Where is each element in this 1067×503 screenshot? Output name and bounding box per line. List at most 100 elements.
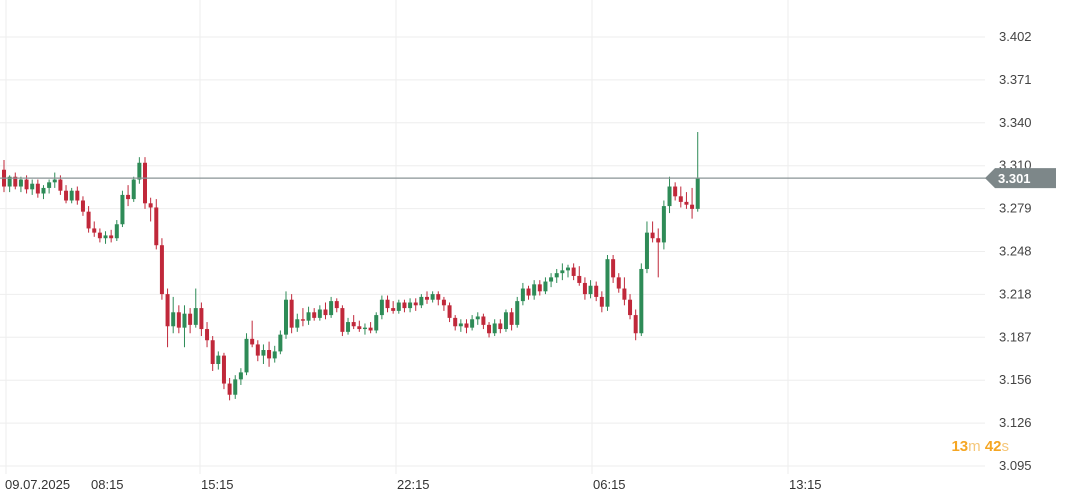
candle	[396, 299, 401, 314]
candle	[30, 179, 35, 195]
countdown-seconds: 42	[984, 438, 1002, 455]
candle	[103, 231, 108, 244]
candle-body	[238, 372, 243, 380]
candle-body	[312, 312, 317, 318]
candle-body	[611, 259, 616, 278]
candle-body	[419, 296, 424, 306]
y-tick-label: 3.340	[999, 115, 1032, 130]
candle	[402, 299, 407, 313]
candle	[227, 377, 232, 401]
candle	[137, 157, 142, 184]
candle-series	[2, 132, 700, 401]
candle	[374, 312, 379, 334]
candle-body	[532, 284, 537, 296]
candle-body	[176, 312, 181, 328]
candle	[75, 186, 80, 205]
candle-body	[193, 308, 198, 325]
candle-body	[250, 338, 255, 345]
candle	[695, 132, 700, 212]
candle-body	[255, 344, 260, 356]
candle-body	[154, 207, 159, 246]
candle-body	[425, 296, 429, 300]
x-tick-label: 06:15	[593, 477, 626, 492]
candle-body	[633, 315, 638, 334]
candle	[492, 319, 497, 337]
candle-body	[594, 285, 599, 297]
candle	[2, 159, 6, 193]
candle-body	[97, 232, 102, 239]
candle	[408, 298, 413, 313]
candle	[165, 288, 170, 348]
candle	[244, 333, 249, 376]
candle-body	[385, 299, 390, 309]
candle	[148, 197, 153, 222]
candle	[588, 280, 593, 299]
candle-body	[678, 196, 683, 202]
candle	[289, 294, 294, 334]
candle	[526, 285, 531, 300]
candle-body	[560, 270, 565, 274]
candle-body	[329, 301, 334, 316]
candle-body	[216, 355, 221, 364]
candle-body	[289, 299, 294, 328]
candle-body	[362, 327, 367, 330]
current-price-marker: 3.301	[0, 168, 1056, 189]
candle-body	[537, 284, 542, 292]
candle-body	[323, 309, 328, 316]
candle	[272, 345, 277, 363]
candle-body	[306, 312, 311, 321]
y-tick-label: 3.126	[999, 415, 1032, 430]
candle-body	[221, 355, 226, 384]
candle-body	[41, 187, 46, 194]
candle	[216, 351, 221, 370]
x-tick-label: 15:15	[201, 477, 234, 492]
y-tick-label: 3.371	[999, 72, 1032, 87]
candle	[334, 298, 339, 313]
candle-body	[278, 334, 283, 352]
candle-body	[690, 204, 695, 209]
candle	[340, 305, 345, 337]
candle-body	[86, 211, 91, 229]
candle-body	[695, 178, 700, 209]
candle	[114, 220, 119, 242]
candle	[171, 296, 176, 334]
candle-body	[549, 277, 554, 282]
candle	[678, 186, 683, 208]
candle	[255, 340, 260, 362]
y-tick-label: 3.248	[999, 244, 1032, 259]
candle	[159, 238, 164, 300]
candle-body	[639, 268, 644, 334]
candle	[385, 295, 390, 313]
candle-body	[464, 323, 469, 328]
candle	[379, 295, 384, 320]
candle	[210, 336, 215, 371]
candle	[571, 263, 576, 281]
candle-body	[357, 326, 362, 330]
candle-body	[205, 329, 210, 341]
candle-body	[492, 323, 497, 334]
candle	[543, 277, 548, 295]
candle	[368, 322, 373, 334]
candle-body	[47, 182, 52, 188]
candle-body	[487, 324, 492, 334]
candle-body	[24, 179, 29, 190]
y-tick-label: 3.218	[999, 286, 1032, 301]
candle-body	[233, 379, 238, 395]
candle	[221, 352, 226, 390]
candle-body	[520, 288, 525, 302]
candle	[391, 301, 396, 314]
candle	[284, 291, 288, 339]
candle	[80, 196, 85, 216]
candle	[441, 296, 446, 311]
candle	[594, 281, 599, 302]
candle-body	[35, 183, 40, 194]
candle	[690, 187, 695, 219]
candle	[278, 330, 283, 355]
candle	[582, 277, 587, 300]
candle-body	[554, 273, 559, 278]
candle	[120, 190, 125, 228]
candle	[503, 309, 508, 332]
candle-body	[616, 277, 621, 289]
candle	[605, 254, 610, 311]
candle-body	[7, 176, 12, 187]
